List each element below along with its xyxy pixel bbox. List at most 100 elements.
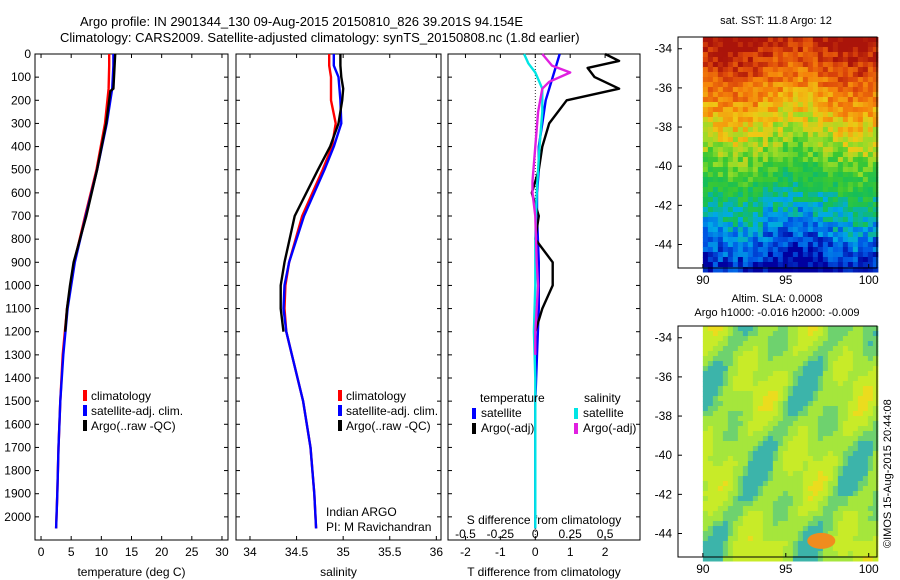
map-cell	[737, 137, 744, 143]
map-cell	[817, 331, 824, 337]
map-cell	[817, 481, 824, 487]
map-cell	[717, 391, 724, 397]
map-cell	[742, 406, 749, 412]
map-cell	[862, 536, 869, 542]
map-cell	[872, 556, 879, 562]
map-cell	[767, 177, 774, 183]
map-cell	[727, 152, 734, 158]
map-cell	[827, 147, 834, 153]
map-cell	[757, 207, 764, 213]
map-cell	[807, 451, 814, 457]
map-cell	[817, 466, 824, 472]
map-cell	[797, 491, 804, 497]
map-cell	[782, 391, 789, 397]
map-cell	[832, 376, 839, 382]
map-cell	[867, 381, 874, 387]
map-cell	[722, 481, 729, 487]
legend-swatch	[338, 405, 342, 416]
map-cell	[712, 47, 719, 53]
map-cell	[817, 506, 824, 512]
map-cell	[782, 426, 789, 432]
map-cell	[792, 446, 799, 452]
map-frame	[677, 36, 878, 269]
map-cell	[732, 237, 739, 243]
map-cell	[787, 451, 794, 457]
map-cell	[817, 197, 824, 203]
map-cell	[752, 546, 759, 552]
map-cell	[762, 172, 769, 178]
map-cell	[852, 461, 859, 467]
map-cell	[727, 42, 734, 48]
map-cell	[857, 177, 864, 183]
map-cell	[812, 252, 819, 258]
map-cell	[767, 212, 774, 218]
map-cell	[832, 37, 839, 43]
map-cell	[777, 511, 784, 517]
map-cell	[742, 536, 749, 542]
map-cell	[742, 212, 749, 218]
map-cell	[732, 396, 739, 402]
map-cell	[727, 187, 734, 193]
map-cell	[802, 227, 809, 233]
map-cell	[847, 426, 854, 432]
map-cell	[827, 262, 834, 268]
map-cell	[772, 496, 779, 502]
map-cell	[767, 366, 774, 372]
map-cell	[867, 87, 874, 93]
map-cell	[827, 426, 834, 432]
map-cell	[752, 396, 759, 402]
map-cell	[782, 107, 789, 113]
map-cell	[867, 556, 874, 562]
map-cell	[792, 441, 799, 447]
map-cell	[817, 152, 824, 158]
map-cell	[872, 456, 879, 462]
map-cell	[822, 406, 829, 412]
map-cell	[712, 436, 719, 442]
map-cell	[862, 47, 869, 53]
map-cell	[787, 67, 794, 73]
map-cell	[707, 516, 714, 522]
map-cell	[832, 336, 839, 342]
map-cell	[842, 416, 849, 422]
map-cell	[792, 87, 799, 93]
map-cell	[787, 97, 794, 103]
map-cell	[837, 456, 844, 462]
map-cell	[792, 77, 799, 83]
map-cell	[792, 162, 799, 168]
map-cell	[832, 461, 839, 467]
map-cell	[722, 521, 729, 527]
map-cell	[827, 346, 834, 352]
map-cell	[777, 411, 784, 417]
map-cell	[762, 446, 769, 452]
map-cell	[802, 416, 809, 422]
map-cell	[867, 152, 874, 158]
map-cell	[707, 531, 714, 537]
map-cell	[832, 446, 839, 452]
map-cell	[707, 536, 714, 542]
map-cell	[742, 247, 749, 253]
map-cell	[832, 172, 839, 178]
map-cell	[757, 551, 764, 557]
map-cell	[862, 252, 869, 258]
map-cell	[742, 451, 749, 457]
map-cell	[857, 77, 864, 83]
map-cell	[857, 356, 864, 362]
map-cell	[722, 222, 729, 228]
map-cell	[727, 262, 734, 268]
map-cell	[807, 82, 814, 88]
map-cell	[747, 446, 754, 452]
map-cell	[787, 82, 794, 88]
map-cell	[817, 446, 824, 452]
map-cell	[822, 217, 829, 223]
map-cell	[782, 157, 789, 163]
map-cell	[837, 416, 844, 422]
map-cell	[837, 446, 844, 452]
map-cell	[872, 326, 879, 332]
map-cell	[717, 232, 724, 238]
map-cell	[867, 242, 874, 248]
map-cell	[867, 42, 874, 48]
map-cell	[867, 541, 874, 547]
map-cell	[857, 431, 864, 437]
map-cell	[852, 446, 859, 452]
map-cell	[812, 366, 819, 372]
